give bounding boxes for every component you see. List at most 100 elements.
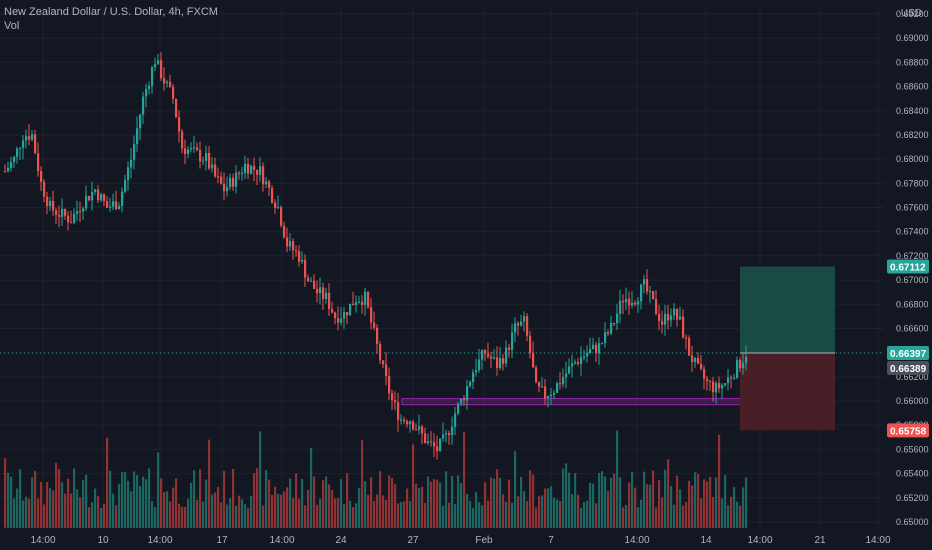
- volume-bar: [166, 491, 169, 528]
- candle-body: [139, 114, 142, 129]
- candle-body: [196, 147, 199, 151]
- currency-label[interactable]: USD: [900, 8, 922, 19]
- volume-bar: [376, 494, 379, 528]
- volume-bar: [628, 482, 631, 528]
- candle-body: [715, 383, 718, 393]
- volume-bar: [76, 489, 79, 528]
- volume-bar: [13, 498, 16, 528]
- volume-bar: [697, 473, 700, 528]
- volume-bar: [730, 496, 733, 528]
- candle-body: [631, 302, 634, 306]
- candle-body: [553, 392, 556, 395]
- volume-bar: [19, 469, 22, 528]
- position-zones[interactable]: [0, 266, 884, 431]
- volume-bar: [415, 483, 418, 528]
- candle-body: [739, 359, 742, 369]
- volume-bar: [589, 482, 592, 528]
- candle-body: [634, 302, 637, 305]
- candle-body: [31, 134, 34, 140]
- volume-bar: [334, 498, 337, 528]
- candle-body: [559, 383, 562, 385]
- volume-bar: [484, 482, 487, 528]
- volume-bar: [736, 501, 739, 528]
- volume-bar: [115, 505, 118, 528]
- candle-body: [85, 196, 88, 209]
- candle-body: [400, 419, 403, 421]
- volume-bar: [73, 468, 76, 528]
- candle-body: [682, 316, 685, 338]
- candle-body: [190, 148, 193, 150]
- candle-body: [667, 313, 670, 321]
- candle-body: [337, 318, 340, 323]
- volume-bar: [34, 470, 37, 528]
- candle-body: [538, 382, 541, 387]
- candle-body: [484, 350, 487, 354]
- candle-body: [712, 381, 715, 393]
- volume-bar: [598, 472, 601, 528]
- last-close-tag: [887, 360, 929, 375]
- volume-bar: [463, 431, 466, 528]
- volume-bar: [298, 499, 301, 528]
- volume-bar: [397, 503, 400, 528]
- volume-bar: [382, 495, 385, 528]
- y-tick-label: 0.66600: [896, 323, 929, 333]
- candle-body: [619, 300, 622, 314]
- volume-bar: [346, 473, 349, 528]
- volume-bar: [79, 497, 82, 528]
- candle-body: [568, 366, 571, 374]
- volume-bar: [661, 497, 664, 528]
- volume-bar: [535, 507, 538, 528]
- candle-body: [7, 168, 10, 172]
- y-tick-label: 0.69000: [896, 33, 929, 43]
- candle-body: [745, 357, 748, 364]
- candle-body: [730, 377, 733, 379]
- candle-body: [133, 144, 136, 160]
- volume-bar: [586, 500, 589, 528]
- volume-bar: [355, 503, 358, 528]
- volume-bar: [556, 499, 559, 528]
- volume-bar: [202, 501, 205, 528]
- candle-body: [67, 215, 70, 223]
- candle-body: [58, 214, 61, 217]
- candle-body: [418, 426, 421, 430]
- candle-body: [283, 225, 286, 238]
- volume-bar: [718, 434, 721, 528]
- candle-body: [598, 343, 601, 354]
- candle-body: [328, 292, 331, 310]
- y-tick-label: 0.65400: [896, 469, 929, 479]
- symbol-title[interactable]: New Zealand Dollar / U.S. Dollar, 4h, FX…: [4, 6, 218, 18]
- candle-body: [706, 378, 709, 382]
- volume-bar: [205, 479, 208, 528]
- volume-bar: [460, 483, 463, 528]
- volume-bar: [436, 479, 439, 528]
- y-tick-label: 0.65000: [896, 517, 929, 527]
- volume-bar: [721, 498, 724, 528]
- candle-body: [472, 372, 475, 382]
- candle-body: [334, 312, 337, 319]
- candle-body: [412, 421, 415, 430]
- volume-bar: [403, 501, 406, 528]
- volume-bar: [340, 479, 343, 528]
- volume-label[interactable]: Vol: [4, 20, 20, 32]
- volume-bar: [70, 493, 73, 528]
- candle-body: [388, 376, 391, 394]
- candle-body: [700, 363, 703, 369]
- candle-body: [184, 148, 187, 154]
- volume-bar: [490, 477, 493, 528]
- candle-body: [511, 332, 514, 350]
- candle-body: [13, 156, 16, 162]
- volume-bar: [163, 492, 166, 528]
- volume-bar: [127, 480, 130, 528]
- candle-body: [586, 353, 589, 357]
- volume-bar: [226, 504, 229, 528]
- candle-body: [310, 280, 313, 282]
- y-tick-label: 0.66200: [896, 372, 929, 382]
- volume-bar: [352, 507, 355, 528]
- volume-bar: [493, 478, 496, 528]
- y-tick-label: 0.66000: [896, 396, 929, 406]
- y-tick-label: 0.68000: [896, 154, 929, 164]
- volume-bar: [559, 500, 562, 528]
- candle-body: [487, 353, 490, 357]
- candle-body: [361, 301, 364, 306]
